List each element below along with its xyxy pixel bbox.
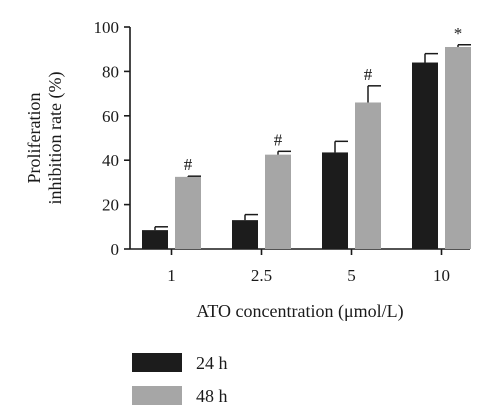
y-axis-label-line: inhibition rate (%) — [45, 72, 66, 205]
legend-swatch — [132, 386, 182, 405]
bar — [355, 102, 381, 249]
bar — [142, 230, 168, 249]
significance-marker: # — [364, 65, 373, 84]
y-tick-label: 40 — [102, 151, 119, 170]
significance-marker: # — [274, 130, 283, 149]
bar — [265, 154, 291, 249]
x-axis: 1 2.5 5 10 — [130, 248, 470, 285]
bar — [175, 176, 201, 249]
x-axis-label: ATO concentration (μmol/L) — [196, 301, 403, 322]
significance-markers: # # # * — [184, 24, 463, 174]
legend-label: 48 h — [196, 386, 228, 406]
y-tick-label: 0 — [111, 240, 120, 259]
y-tick-label: 20 — [102, 196, 119, 215]
legend-label: 24 h — [196, 353, 228, 373]
y-axis: 0 20 40 60 80 100 — [94, 18, 131, 259]
x-tick-label: 5 — [347, 266, 356, 285]
error-bars — [154, 44, 471, 231]
y-axis-label-line: Proliferation — [24, 93, 44, 184]
x-tick-label: 10 — [433, 266, 450, 285]
bars — [142, 46, 471, 250]
bar — [232, 220, 258, 249]
y-axis-label: Proliferation inhibition rate (%) — [24, 72, 66, 205]
significance-marker: * — [454, 24, 463, 43]
legend: 24 h 48 h — [132, 353, 228, 406]
x-tick-label: 1 — [167, 266, 176, 285]
bar — [412, 62, 438, 249]
bar — [322, 152, 348, 249]
significance-marker: # — [184, 155, 193, 174]
y-tick-label: 80 — [102, 62, 119, 81]
y-tick-label: 60 — [102, 107, 119, 126]
bar — [445, 46, 471, 250]
x-tick-label: 2.5 — [251, 266, 272, 285]
y-tick-label: 100 — [94, 18, 120, 37]
legend-swatch — [132, 353, 182, 372]
